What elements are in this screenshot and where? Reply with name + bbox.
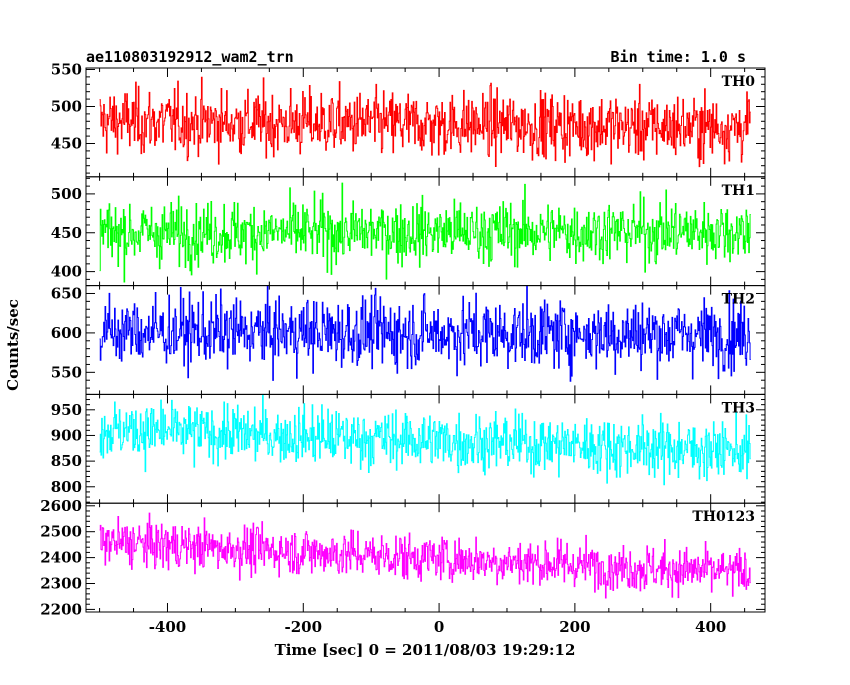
- y-tick-label: 2500: [40, 523, 82, 541]
- panel-th0: 450 500 550 TH0: [51, 60, 766, 178]
- y-tick-label: 2400: [40, 549, 82, 567]
- y-tick-label: 450: [51, 134, 82, 152]
- panel-th0123: 2200 2300 2400 2500 2600 TH0123: [40, 497, 766, 618]
- y-tick-label: 850: [51, 452, 82, 470]
- series-line-th2: [99, 285, 751, 382]
- y-tick-label: 2200: [40, 600, 82, 618]
- panel-label: TH1: [722, 183, 755, 199]
- panel-frame: [85, 393, 766, 504]
- panel-th1: 400 450 500 TH1: [51, 176, 766, 287]
- y-tick-label: 900: [51, 426, 82, 444]
- panel-label: TH3: [722, 400, 755, 416]
- x-tick-label: 400: [695, 618, 726, 636]
- y-tick-label: 550: [51, 60, 82, 78]
- chart-title-right: Bin time: 1.0 s: [611, 48, 746, 66]
- x-tick-label: 0: [434, 618, 444, 636]
- x-tick-label: -400: [149, 618, 187, 636]
- y-tick-label: 400: [51, 263, 82, 281]
- y-tick-label: 650: [51, 284, 82, 302]
- y-tick-label: 2300: [40, 575, 82, 593]
- panel-label: TH0: [722, 74, 756, 90]
- y-tick-label: 450: [51, 224, 82, 242]
- y-tick-label: 2600: [40, 497, 82, 515]
- y-axis-label: Counts/sec: [4, 299, 22, 391]
- series-line-th3: [99, 394, 751, 486]
- y-tick-label: 500: [51, 185, 82, 203]
- series-line-th0: [99, 76, 751, 168]
- y-tick-label: 550: [51, 363, 82, 381]
- y-tick-label: 800: [51, 478, 82, 496]
- y-tick-label: 600: [51, 324, 82, 342]
- x-tick-label: -200: [285, 618, 323, 636]
- y-tick-label: 500: [51, 97, 82, 115]
- series-line-th0123: [99, 512, 751, 599]
- x-axis-label: Time [sec] 0 = 2011/08/03 19:29:12: [275, 641, 576, 659]
- x-axis: -400 -200 0 200 400: [99, 68, 746, 636]
- panel-th2: 550 600 650 TH2: [51, 284, 766, 395]
- series-line-th1: [99, 182, 751, 283]
- panel-th3: 800 850 900 950 TH3: [51, 393, 766, 504]
- panel-label: TH2: [722, 292, 755, 308]
- y-tick-label: 950: [51, 401, 82, 419]
- panel-label: TH0123: [692, 509, 755, 525]
- chart-title-left: ae110803192912_wam2_trn: [86, 48, 294, 66]
- x-tick-label: 200: [559, 618, 590, 636]
